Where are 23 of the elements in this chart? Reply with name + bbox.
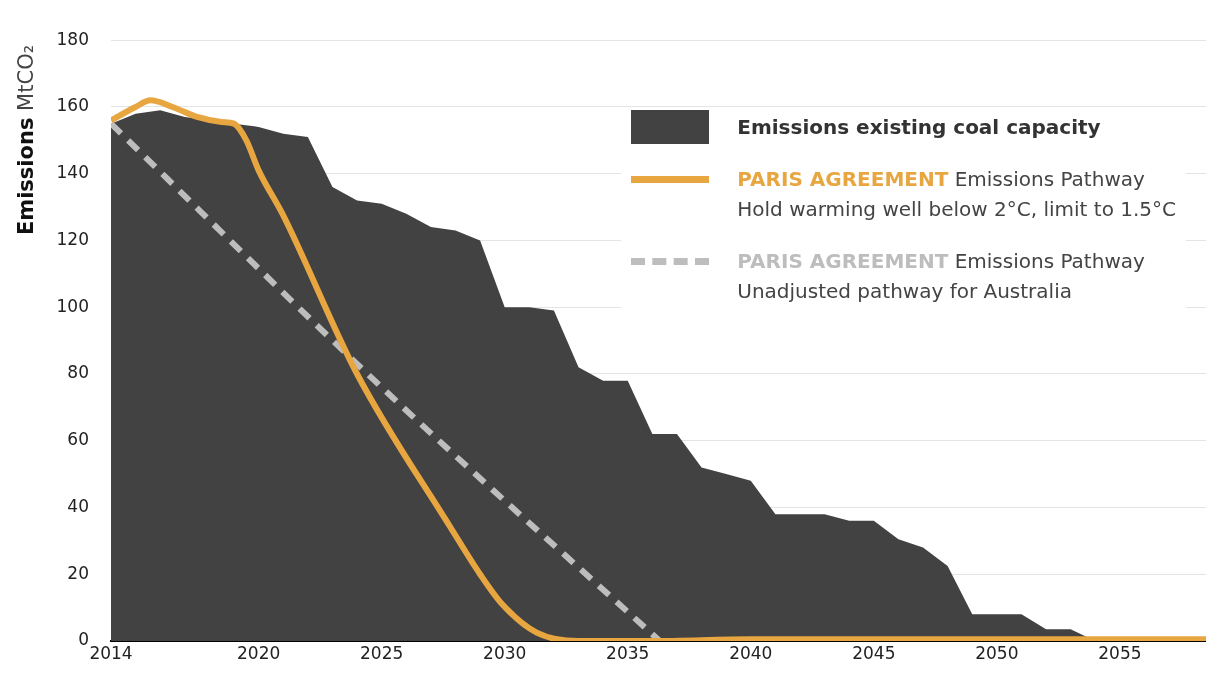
x-tick-label: 2014	[89, 642, 133, 663]
y-tick-label: 100	[56, 295, 89, 316]
y-tick-label: 180	[56, 28, 89, 49]
x-tick-label: 2035	[606, 642, 650, 663]
y-axis-title: Emissions MtCO₂	[14, 44, 38, 236]
y-tick-label: 20	[67, 562, 89, 583]
x-tick-label: 2025	[360, 642, 404, 663]
y-tick-label: 60	[67, 429, 89, 450]
x-tick-label: 2050	[975, 642, 1019, 663]
y-tick-label: 160	[56, 95, 89, 116]
legend-label: PARIS AGREEMENT Emissions Pathway Unadjusted pathway for Australia	[737, 249, 1145, 303]
y-tick-label: 120	[56, 228, 89, 249]
x-tick-label: 2030	[483, 642, 527, 663]
y-tick-label: 0	[78, 629, 89, 650]
x-tick-label: 2055	[1098, 642, 1142, 663]
x-tick-label: 2045	[852, 642, 896, 663]
x-tick-label: 2020	[237, 642, 281, 663]
x-tick-label: 2040	[729, 642, 773, 663]
y-tick-label: 140	[56, 162, 89, 183]
y-tick-label: 40	[67, 495, 89, 516]
y-tick-label: 80	[67, 362, 89, 383]
legend-label: Emissions existing coal capacity	[737, 115, 1101, 139]
legend-label: PARIS AGREEMENT Emissions Pathway Hold warming well below 2°C, limit to 1.5°C	[737, 167, 1176, 221]
